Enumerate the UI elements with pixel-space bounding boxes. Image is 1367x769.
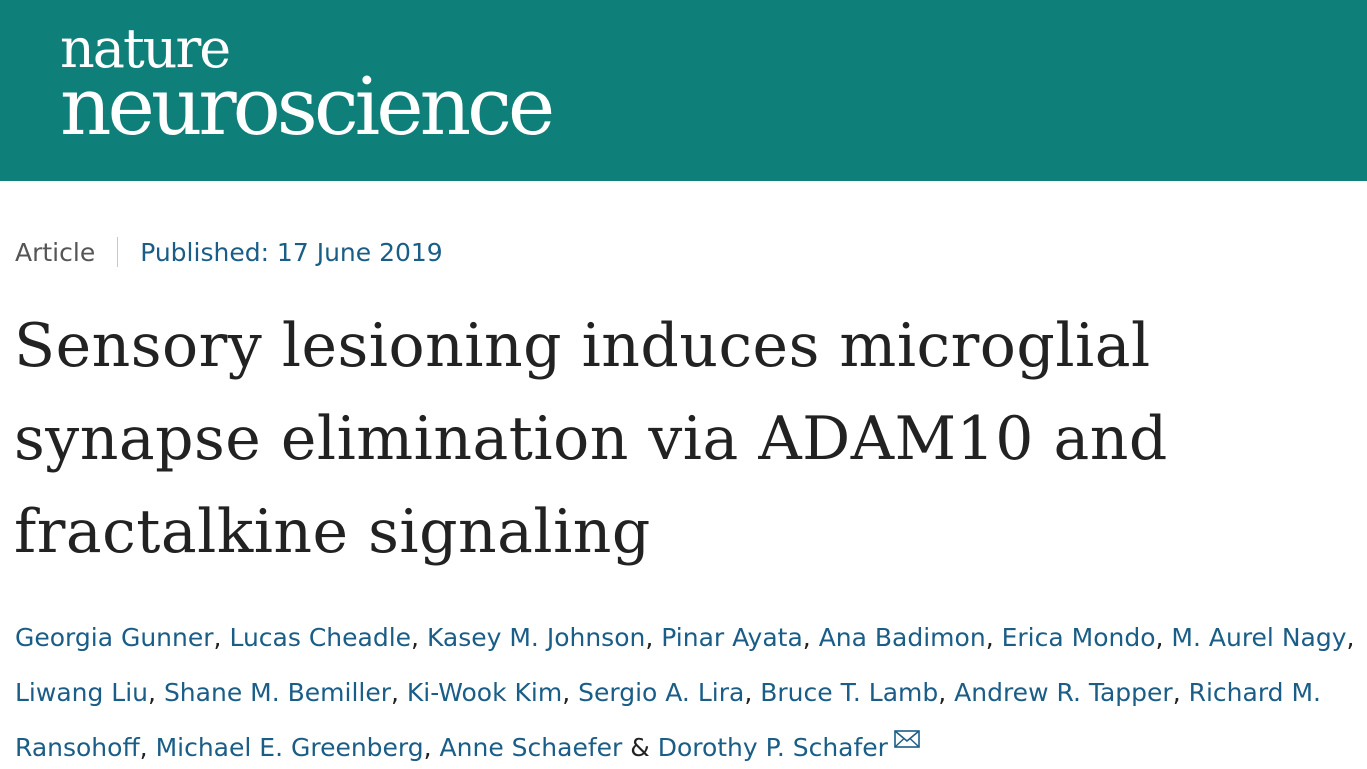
article-meta: Article Published: 17 June 2019	[15, 234, 443, 270]
author-link[interactable]: Lucas Cheadle	[229, 623, 412, 652]
author-separator: ,	[139, 733, 156, 762]
author-link[interactable]: Kasey M. Johnson	[426, 623, 646, 652]
journal-logo-link[interactable]: nature neuroscience	[60, 17, 555, 153]
author-item: Michael E. Greenberg,	[156, 733, 440, 762]
author-link[interactable]: Andrew R. Tapper	[954, 678, 1173, 707]
author-link[interactable]: M. Aurel Nagy	[1171, 623, 1347, 652]
author-item: Ana Badimon,	[819, 623, 1002, 652]
author-item: Richard M. Ransohoff,	[15, 678, 1321, 762]
author-separator: ,	[213, 623, 230, 652]
logo-nature-text: nature	[60, 17, 231, 80]
author-item: M. Aurel Nagy,	[1171, 623, 1354, 652]
author-list: Georgia Gunner, Lucas Cheadle, Kasey M. …	[15, 610, 1365, 769]
mail-icon[interactable]	[894, 730, 920, 748]
author-item: Ki-Wook Kim,	[407, 678, 578, 707]
author-link[interactable]: Pinar Ayata	[661, 623, 803, 652]
author-separator: ,	[1155, 623, 1172, 652]
author-item: Andrew R. Tapper,	[954, 678, 1188, 707]
author-separator: &	[622, 733, 658, 762]
author-separator: ,	[423, 733, 440, 762]
author-separator: ,	[802, 623, 819, 652]
author-link[interactable]: Ki-Wook Kim	[406, 678, 563, 707]
author-link[interactable]: Erica Mondo	[1001, 623, 1156, 652]
author-separator: ,	[411, 623, 427, 652]
author-item: Liwang Liu,	[15, 678, 164, 707]
author-separator: ,	[1172, 678, 1189, 707]
author-separator: ,	[744, 678, 761, 707]
author-item: Kasey M. Johnson,	[427, 623, 661, 652]
author-separator: ,	[562, 678, 579, 707]
author-link[interactable]: Michael E. Greenberg	[155, 733, 424, 762]
author-item: Sergio A. Lira,	[578, 678, 760, 707]
author-separator: ,	[938, 678, 955, 707]
logo-neuroscience-text: neuroscience	[60, 60, 555, 153]
author-link[interactable]: Anne Schaefer	[439, 733, 623, 762]
author-separator: ,	[148, 678, 164, 707]
author-item: Pinar Ayata,	[661, 623, 818, 652]
author-item: Erica Mondo,	[1002, 623, 1172, 652]
author-link[interactable]: Sergio A. Lira	[578, 678, 745, 707]
author-item: Anne Schaefer &	[440, 733, 658, 762]
author-item: Shane M. Bemiller,	[164, 678, 407, 707]
author-separator: ,	[391, 678, 407, 707]
author-item: Lucas Cheadle,	[229, 623, 426, 652]
author-separator: ,	[985, 623, 1002, 652]
author-separator: ,	[645, 623, 662, 652]
author-separator: ,	[1346, 623, 1355, 652]
author-link[interactable]: Dorothy P. Schafer	[657, 733, 888, 762]
article-type-label: Article	[15, 237, 96, 267]
author-link[interactable]: Liwang Liu	[15, 678, 149, 707]
author-item: Bruce T. Lamb,	[760, 678, 954, 707]
meta-divider	[117, 237, 119, 267]
author-link[interactable]: Richard M. Ransohoff	[15, 678, 1321, 762]
author-link[interactable]: Shane M. Bemiller	[163, 678, 391, 707]
journal-masthead: nature neuroscience	[0, 0, 1367, 181]
author-link[interactable]: Ana Badimon	[818, 623, 986, 652]
published-date: Published: 17 June 2019	[140, 237, 443, 267]
article-title: Sensory lesioning induces microglial syn…	[14, 311, 1168, 567]
author-item: Georgia Gunner,	[15, 623, 229, 652]
author-item: Dorothy P. Schafer	[657, 730, 920, 762]
author-link[interactable]: Georgia Gunner	[15, 623, 214, 652]
author-link[interactable]: Bruce T. Lamb	[760, 678, 939, 707]
